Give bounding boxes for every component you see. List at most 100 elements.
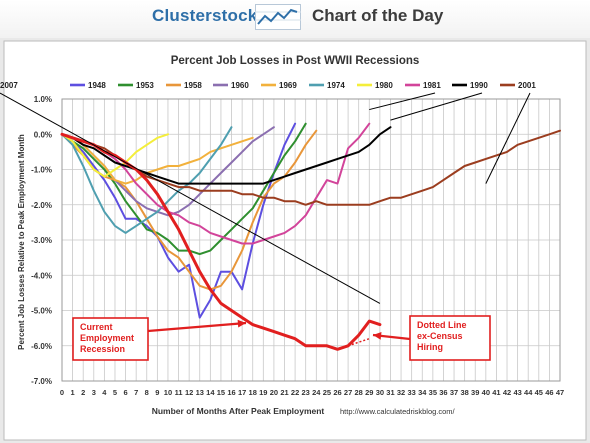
y-tick-label: -3.0% bbox=[31, 236, 52, 245]
legend-label-2007: 2007 bbox=[0, 81, 18, 90]
x-tick-label: 19 bbox=[259, 388, 267, 397]
x-tick-label: 20 bbox=[270, 388, 278, 397]
current-recession-label-line: Recession bbox=[80, 344, 125, 354]
x-tick-label: 32 bbox=[397, 388, 405, 397]
x-tick-label: 13 bbox=[196, 388, 204, 397]
y-tick-label: -6.0% bbox=[31, 342, 52, 351]
x-tick-label: 6 bbox=[123, 388, 127, 397]
legend-pointer-lines bbox=[0, 92, 531, 304]
x-tick-label: 24 bbox=[312, 388, 321, 397]
dotted-line-label-line: Dotted Line bbox=[417, 320, 467, 330]
y-tick-label: 0.0% bbox=[34, 130, 52, 139]
x-tick-label: 38 bbox=[460, 388, 468, 397]
x-tick-label: 44 bbox=[524, 388, 533, 397]
legend-label-1980: 1980 bbox=[375, 81, 393, 90]
x-tick-label: 26 bbox=[333, 388, 341, 397]
x-tick-label: 21 bbox=[280, 388, 288, 397]
x-tick-label: 42 bbox=[503, 388, 511, 397]
y-tick-label: -4.0% bbox=[31, 271, 52, 280]
current-recession-label-line: Employment bbox=[80, 333, 134, 343]
y-axis-label: Percent Job Losses Relative to Peak Empl… bbox=[17, 134, 26, 350]
current-recession-arrow bbox=[147, 321, 247, 333]
x-tick-label: 3 bbox=[92, 388, 96, 397]
current-recession-label-box bbox=[72, 317, 149, 361]
x-tick-label: 12 bbox=[185, 388, 193, 397]
x-tick-label: 46 bbox=[545, 388, 553, 397]
x-tick-label: 27 bbox=[344, 388, 352, 397]
series-line-1953 bbox=[61, 122, 307, 256]
x-tick-label: 5 bbox=[113, 388, 117, 397]
series-line-1969 bbox=[61, 133, 254, 185]
plot-border bbox=[61, 98, 561, 382]
x-tick-label: 17 bbox=[238, 388, 246, 397]
chart-of-the-day-title: Chart of the Day bbox=[312, 6, 444, 25]
legend-label-1948: 1948 bbox=[88, 81, 106, 90]
x-tick-label: 30 bbox=[376, 388, 384, 397]
x-tick-label: 0 bbox=[60, 388, 64, 397]
dotted-line-label-box bbox=[409, 315, 491, 361]
x-tick-label: 4 bbox=[102, 388, 107, 397]
rising-line-chart-icon bbox=[255, 4, 301, 30]
x-tick-label: 41 bbox=[492, 388, 500, 397]
x-tick-label: 2 bbox=[81, 388, 85, 397]
series-line-2007 bbox=[60, 132, 382, 351]
legend-label-1974: 1974 bbox=[327, 81, 345, 90]
x-tick-label: 23 bbox=[302, 388, 310, 397]
x-tick-label: 45 bbox=[535, 388, 543, 397]
x-tick-label: 40 bbox=[482, 388, 490, 397]
x-tick-label: 25 bbox=[323, 388, 331, 397]
x-tick-label: 8 bbox=[145, 388, 149, 397]
x-tick-label: 33 bbox=[407, 388, 415, 397]
legend-label-1960: 1960 bbox=[231, 81, 249, 90]
legend-label-1969: 1969 bbox=[279, 81, 297, 90]
chart-of-the-day-header: Clusterstock Chart of the Day bbox=[0, 0, 590, 38]
series-line-1990 bbox=[61, 126, 392, 185]
x-tick-label: 29 bbox=[365, 388, 373, 397]
legend-label-2001: 2001 bbox=[518, 81, 536, 90]
x-tick-label: 18 bbox=[249, 388, 257, 397]
x-tick-label: 7 bbox=[134, 388, 138, 397]
x-tick-label: 47 bbox=[556, 388, 564, 397]
x-tick-label: 22 bbox=[291, 388, 299, 397]
x-tick-label: 36 bbox=[439, 388, 447, 397]
current-recession-label-line: Current bbox=[80, 322, 113, 332]
dotted-line-arrow-head bbox=[373, 331, 382, 340]
source-url: http://www.calculatedriskblog.com/ bbox=[340, 407, 456, 416]
x-tick-label: 35 bbox=[429, 388, 437, 397]
series-line-1974 bbox=[61, 126, 233, 234]
y-axis-ticks: 1.0% 0.0% -1.0% -2.0% -3.0% -4.0% -5.0% -6.0% -7… bbox=[31, 95, 52, 386]
x-axis-label: Number of Months After Peak Employment bbox=[152, 406, 325, 416]
y-tick-label: 1.0% bbox=[34, 95, 52, 104]
series-line-2001 bbox=[61, 129, 561, 206]
x-tick-label: 31 bbox=[386, 388, 394, 397]
x-tick-label: 28 bbox=[355, 388, 363, 397]
current-recession-arrow-head bbox=[237, 319, 246, 328]
dotted-line-label-line: Hiring bbox=[417, 342, 443, 352]
series-line-1981 bbox=[61, 122, 371, 245]
x-tick-label: 15 bbox=[217, 388, 225, 397]
pointer-line-1981 bbox=[369, 92, 436, 111]
pointer-line-2007 bbox=[0, 92, 381, 304]
y-tick-label: -5.0% bbox=[31, 307, 52, 316]
x-tick-label: 9 bbox=[155, 388, 159, 397]
y-tick-label: -7.0% bbox=[31, 377, 52, 386]
x-tick-label: 34 bbox=[418, 388, 427, 397]
x-tick-label: 37 bbox=[450, 388, 458, 397]
series-line-1980 bbox=[61, 133, 169, 178]
legend-label-1953: 1953 bbox=[136, 81, 154, 90]
x-tick-label: 43 bbox=[513, 388, 521, 397]
x-tick-label: 14 bbox=[206, 388, 215, 397]
x-tick-label: 16 bbox=[227, 388, 235, 397]
dotted-line-label-line: ex-Census bbox=[417, 331, 463, 341]
pointer-line-2001 bbox=[485, 92, 531, 184]
legend-label-1958: 1958 bbox=[184, 81, 202, 90]
pointer-line-1990 bbox=[390, 92, 483, 121]
x-tick-label: 10 bbox=[164, 388, 172, 397]
legend-label-1990: 1990 bbox=[470, 81, 488, 90]
clusterstock-logo-text: Clusterstock bbox=[152, 6, 258, 25]
chart-title: Percent Job Losses in Post WWII Recessio… bbox=[171, 55, 420, 67]
y-tick-label: -1.0% bbox=[31, 166, 52, 175]
y-tick-label: -2.0% bbox=[31, 201, 52, 210]
legend: 1948 1953 1958 1960 1969 1974 1980 1981 1990 2001… bbox=[0, 81, 536, 90]
